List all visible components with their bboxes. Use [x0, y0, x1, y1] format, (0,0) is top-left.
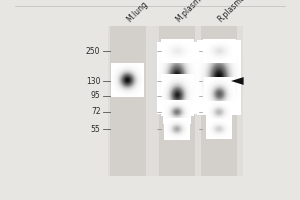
Bar: [110, 26, 146, 176]
Text: M.lung: M.lung: [124, 0, 149, 24]
Text: M.plasma: M.plasma: [174, 0, 206, 24]
Text: R.plasma: R.plasma: [216, 0, 248, 24]
Text: 130: 130: [86, 76, 100, 86]
Bar: [108, 26, 243, 176]
Polygon shape: [231, 77, 244, 85]
Bar: [159, 26, 195, 176]
Text: 250: 250: [86, 46, 100, 55]
Text: 95: 95: [91, 92, 100, 100]
Text: 72: 72: [91, 108, 100, 116]
Bar: [201, 26, 237, 176]
Text: 55: 55: [91, 124, 100, 134]
